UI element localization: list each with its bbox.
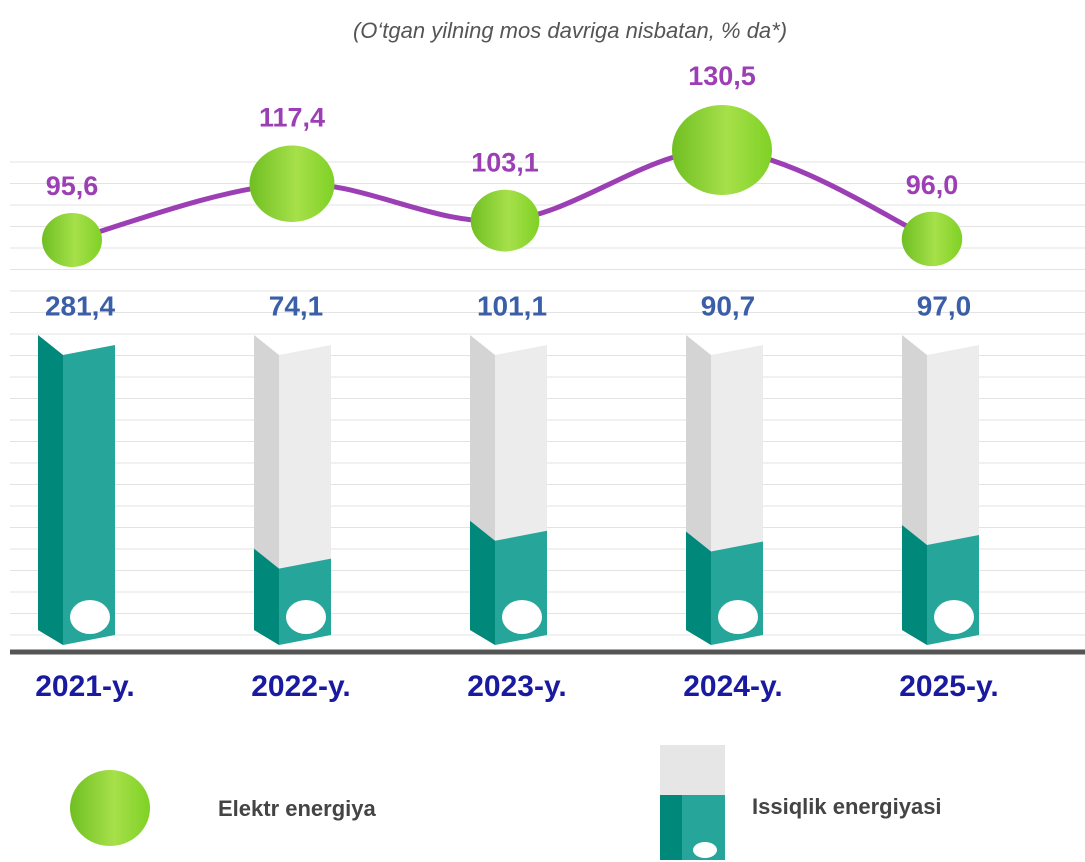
bar-face xyxy=(686,531,711,645)
value-label: 90,7 xyxy=(701,290,756,321)
x-tick-label: 2023-y. xyxy=(467,670,567,703)
x-tick-label: 2022-y. xyxy=(251,670,351,703)
bar xyxy=(902,335,979,645)
bar-dot xyxy=(70,600,110,634)
bubble xyxy=(249,145,335,223)
bar-dot xyxy=(718,600,758,634)
bar-dot xyxy=(934,600,974,634)
value-label: 281,4 xyxy=(45,290,115,321)
legend-label: Issiqlik energiyasi xyxy=(752,794,942,819)
x-tick-label: 2024-y. xyxy=(683,670,783,703)
bar xyxy=(470,335,547,645)
bar-face xyxy=(902,525,927,645)
value-label: 103,1 xyxy=(471,147,539,177)
legend-swatch-line xyxy=(70,770,150,846)
bar-face xyxy=(254,548,279,645)
value-label: 96,0 xyxy=(906,170,959,200)
bar xyxy=(254,335,331,645)
x-tick-label: 2021-y. xyxy=(35,670,135,703)
bar xyxy=(686,335,763,645)
subtitle: (O‘tgan yilning mos davriga nisbatan, % … xyxy=(353,18,787,43)
legend-swatch-bar xyxy=(660,745,725,860)
legend-label: Elektr energiya xyxy=(218,796,377,821)
value-label: 95,6 xyxy=(46,171,99,201)
bar-face xyxy=(38,335,63,645)
value-label: 101,1 xyxy=(477,290,547,321)
bubble xyxy=(901,211,963,267)
bar-face xyxy=(470,520,495,645)
value-label: 130,5 xyxy=(688,61,756,91)
x-tick-label: 2025-y. xyxy=(899,670,999,703)
bar-face xyxy=(63,345,115,645)
bubble xyxy=(42,213,102,267)
value-label: 117,4 xyxy=(259,102,325,132)
value-label: 97,0 xyxy=(917,290,972,321)
bubble xyxy=(672,105,772,195)
bar-dot xyxy=(502,600,542,634)
bubble xyxy=(470,189,540,252)
value-label: 74,1 xyxy=(269,290,324,321)
bar-dot xyxy=(286,600,326,634)
bar xyxy=(38,335,115,645)
